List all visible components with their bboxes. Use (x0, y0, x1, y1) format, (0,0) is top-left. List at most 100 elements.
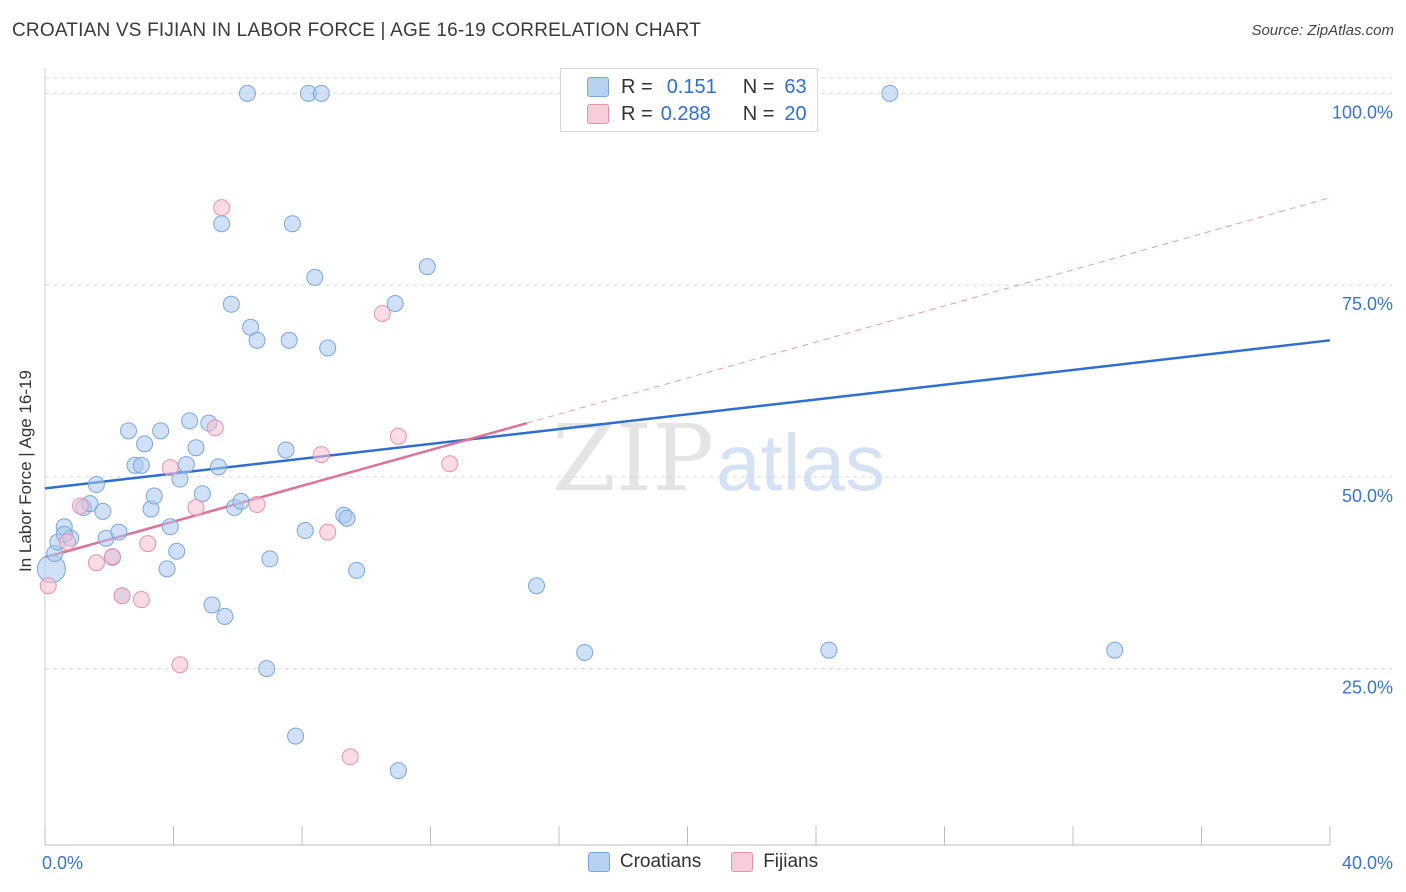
croatians-point (306, 268, 324, 286)
r-label: R = (621, 75, 653, 98)
croatians-point (193, 485, 211, 503)
croatians-point (528, 577, 546, 595)
fijians-point (132, 591, 150, 609)
croatians-point (312, 84, 330, 102)
croatians-point (881, 84, 899, 102)
n-label: N = (742, 102, 775, 125)
croatians-point (280, 331, 298, 349)
croatians-point (820, 641, 838, 659)
croatians-point (248, 331, 266, 349)
chart-title: CROATIAN VS FIJIAN IN LABOR FORCE | AGE … (12, 20, 702, 41)
croatians-point (319, 339, 337, 357)
fijians-point (373, 304, 391, 322)
correlation-legend: R = 0.151 N = 63 R = 0.288 N = 20 (560, 68, 818, 132)
croatians-point (94, 502, 112, 520)
x-tick-label: 40.0% (1342, 853, 1393, 873)
watermark-atlas: atlas (716, 418, 885, 507)
legend-item-fijians[interactable]: Fijians (731, 851, 818, 873)
croatians-trend-line (44, 339, 1331, 490)
croatians-r-value: 0.151 (666, 75, 717, 98)
fijians-point (213, 199, 231, 217)
croatians-point (232, 492, 250, 510)
y-tick-label: 100.0% (1332, 102, 1393, 122)
croatians-point (296, 522, 314, 540)
r-label: R = (621, 102, 653, 125)
croatians-point (287, 727, 305, 745)
x-tick-label: 0.0% (42, 853, 83, 873)
fijians-point (187, 499, 205, 517)
croatians-point (152, 422, 170, 440)
croatians-swatch (587, 77, 609, 97)
croatians-point (177, 456, 195, 474)
croatians-point (576, 643, 594, 661)
croatians-point (132, 456, 150, 474)
y-tick-label: 75.0% (1342, 294, 1393, 314)
points (36, 84, 1124, 780)
croatians-point (110, 523, 128, 541)
croatians-point (213, 215, 231, 233)
fijians-point (312, 446, 330, 464)
fijians-point (161, 459, 179, 477)
legend-row-croatians: R = 0.151 N = 63 (587, 74, 807, 100)
fijians-legend-swatch (731, 852, 754, 872)
fijians-point (248, 495, 266, 513)
croatians-point (187, 439, 205, 457)
watermark-zip: ZIP (552, 405, 714, 512)
croatians-point (261, 550, 279, 568)
fijians-point (319, 523, 337, 541)
y-tick-label: 50.0% (1342, 486, 1393, 506)
watermark: ZIP atlas (552, 405, 885, 512)
fijians-r-value: 0.288 (660, 102, 711, 125)
croatians-point (222, 295, 240, 313)
fijians-point (113, 587, 131, 605)
croatians-legend-label: Croatians (619, 851, 702, 872)
croatians-point (386, 294, 404, 312)
croatians-point (338, 509, 356, 527)
fijians-point (58, 533, 76, 551)
fijians-point (341, 748, 359, 766)
y-axis-label: In Labor Force | Age 16-19 (16, 370, 35, 572)
fijians-point (206, 419, 224, 437)
croatians-point (136, 435, 154, 453)
croatians-point (181, 412, 199, 430)
fijians-legend-label: Fijians (763, 851, 819, 872)
croatians-point (209, 458, 227, 476)
gridlines (45, 77, 1392, 670)
croatians-point (168, 542, 186, 560)
croatians-point (389, 762, 407, 780)
croatians-point (277, 441, 295, 459)
axes (44, 68, 1331, 846)
fijians-point (389, 427, 407, 445)
croatians-point (348, 561, 366, 579)
fijians-point (87, 554, 105, 572)
croatians-point (238, 84, 256, 102)
fijians-point (39, 577, 57, 595)
fijians-trend-line (526, 197, 1331, 424)
croatians-point (161, 518, 179, 536)
legend-row-fijians: R = 0.288 N = 20 (587, 101, 807, 127)
croatians-point (120, 422, 138, 440)
croatians-point (203, 596, 221, 614)
fijians-swatch (587, 104, 609, 124)
croatians-n-value: 63 (784, 75, 807, 98)
croatians-point (145, 487, 163, 505)
fijians-point (441, 455, 459, 473)
n-label: N = (742, 75, 775, 98)
croatians-point (216, 607, 234, 625)
y-tick-label: 25.0% (1342, 678, 1393, 698)
croatians-point (158, 560, 176, 578)
source-credit: Source: ZipAtlas.com (1251, 22, 1394, 39)
croatians-point (1106, 641, 1124, 659)
series-legend: Croatians Fijians (0, 851, 1406, 873)
fijians-n-value: 20 (784, 102, 807, 125)
legend-item-croatians[interactable]: Croatians (587, 851, 702, 873)
croatians-point (418, 258, 436, 276)
croatians-legend-swatch (587, 852, 610, 872)
fijians-point (139, 535, 157, 553)
croatians-point (283, 215, 301, 233)
croatians-point (171, 470, 189, 488)
tick-labels: 25.0% 50.0% 75.0% 100.0% 0.0% 40.0% (42, 102, 1393, 873)
fijians-point (71, 497, 89, 515)
fijians-point (103, 548, 121, 566)
